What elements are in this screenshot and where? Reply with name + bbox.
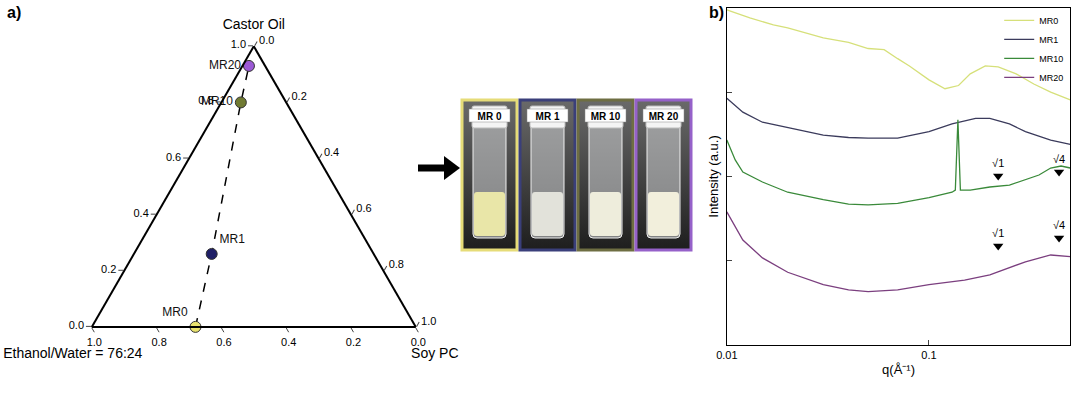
svg-text:1.0: 1.0 [421, 315, 436, 327]
svg-text:√4: √4 [1053, 219, 1065, 231]
svg-text:MR10: MR10 [1039, 54, 1063, 64]
svg-text:0.2: 0.2 [101, 263, 116, 275]
svg-text:MR 20: MR 20 [649, 111, 679, 122]
svg-text:Ethanol/Water = 76:24: Ethanol/Water = 76:24 [3, 345, 142, 361]
svg-text:MR 10: MR 10 [591, 111, 621, 122]
svg-text:0.4: 0.4 [281, 336, 296, 348]
svg-text:0.6: 0.6 [356, 202, 371, 214]
svg-text:√1: √1 [992, 227, 1004, 239]
svg-text:a): a) [7, 4, 21, 21]
svg-text:0.8: 0.8 [389, 258, 404, 270]
svg-text:0.1: 0.1 [921, 349, 936, 361]
svg-text:0.8: 0.8 [198, 94, 213, 106]
svg-text:Castor Oil: Castor Oil [223, 16, 285, 32]
svg-text:0.4: 0.4 [133, 207, 148, 219]
svg-text:MR1: MR1 [1039, 35, 1058, 45]
svg-text:Soy PC: Soy PC [411, 345, 458, 361]
svg-text:1.0: 1.0 [87, 336, 102, 348]
svg-text:0.0: 0.0 [411, 336, 426, 348]
svg-text:MR10: MR10 [201, 94, 233, 108]
svg-text:MR0: MR0 [162, 305, 188, 319]
svg-text:Intensity (a.u.): Intensity (a.u.) [706, 135, 721, 217]
svg-text:MR20: MR20 [1039, 73, 1063, 83]
svg-text:MR0: MR0 [1039, 16, 1058, 26]
svg-text:b): b) [709, 4, 724, 21]
svg-text:√1: √1 [992, 157, 1004, 169]
svg-text:0.2: 0.2 [292, 90, 307, 102]
svg-text:0.4: 0.4 [324, 146, 339, 158]
svg-text:0.6: 0.6 [216, 336, 231, 348]
svg-text:0.2: 0.2 [346, 336, 361, 348]
svg-text:0.0: 0.0 [69, 319, 84, 331]
svg-text:0.6: 0.6 [166, 151, 181, 163]
svg-text:0.0: 0.0 [259, 34, 274, 46]
svg-text:MR 0: MR 0 [478, 111, 502, 122]
svg-text:q(Å⁻¹): q(Å⁻¹) [882, 362, 915, 377]
svg-text:0.01: 0.01 [716, 349, 737, 361]
svg-text:MR20: MR20 [209, 58, 241, 72]
svg-text:0.8: 0.8 [151, 336, 166, 348]
svg-text:MR1: MR1 [220, 232, 246, 246]
svg-text:1.0: 1.0 [231, 38, 246, 50]
svg-text:√4: √4 [1053, 153, 1065, 165]
svg-text:MR 1: MR 1 [536, 111, 560, 122]
